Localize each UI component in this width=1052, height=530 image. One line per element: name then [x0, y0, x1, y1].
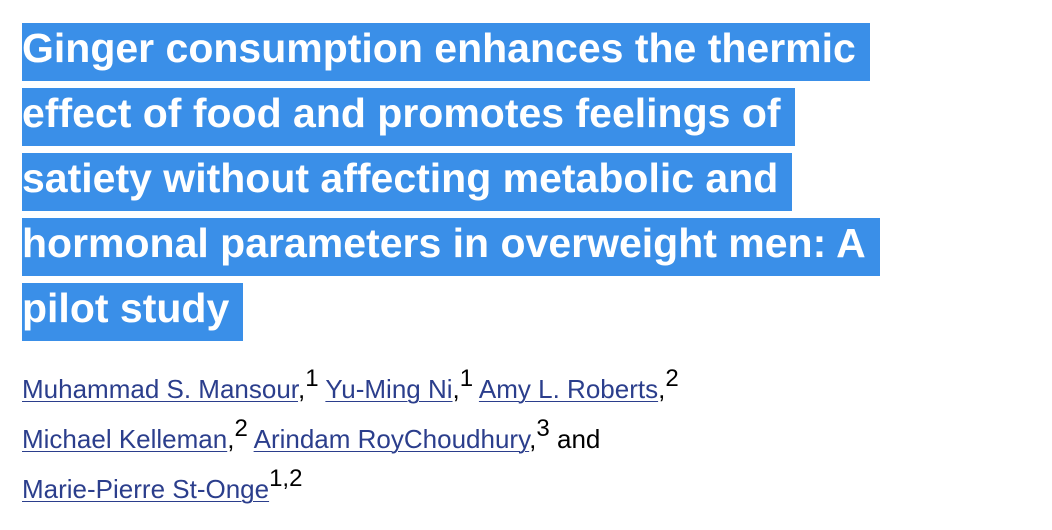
affiliation-number: 2 — [665, 365, 679, 392]
conjunction: and — [556, 424, 601, 454]
article-title: Ginger consumption enhances the thermic e… — [22, 16, 880, 341]
author-line: Michael Kelleman,2 Arindam RoyChoudhury,… — [22, 414, 679, 464]
title-line: Ginger consumption enhances the thermic — [22, 16, 880, 81]
title-text: pilot study — [22, 283, 244, 341]
affiliation-number: 1 — [459, 365, 474, 392]
author-link[interactable]: Muhammad S. Mansour — [22, 374, 299, 404]
author-line: Muhammad S. Mansour,1 Yu-Ming Ni,1 Amy L… — [22, 364, 679, 414]
title-line: hormonal parameters in overweight men: A — [22, 211, 880, 276]
affiliation-number: 1,2 — [269, 465, 303, 492]
title-line: pilot study — [22, 276, 880, 341]
title-line: effect of food and promotes feelings of — [22, 81, 880, 146]
author-link[interactable]: Marie-Pierre St-Onge — [22, 474, 270, 504]
author-link[interactable]: Arindam RoyChoudhury — [253, 424, 530, 454]
author-link[interactable]: Yu-Ming Ni — [325, 374, 453, 404]
separator: , — [227, 424, 235, 454]
author-list: Muhammad S. Mansour,1 Yu-Ming Ni,1 Amy L… — [22, 364, 679, 514]
separator: , — [529, 424, 537, 454]
affiliation-number: 1 — [305, 365, 319, 392]
author-link[interactable]: Michael Kelleman — [22, 424, 228, 454]
title-text: effect of food and promotes feelings of — [22, 88, 795, 146]
author-line: Marie-Pierre St-Onge1,2 — [22, 464, 679, 514]
title-text: hormonal parameters in overweight men: A — [22, 218, 880, 276]
title-line: satiety without affecting metabolic and — [22, 146, 880, 211]
title-text: Ginger consumption enhances the thermic — [22, 23, 870, 81]
author-link[interactable]: Amy L. Roberts — [478, 374, 659, 404]
title-text: satiety without affecting metabolic and — [22, 153, 793, 211]
separator: , — [452, 374, 460, 404]
separator: , — [298, 374, 306, 404]
affiliation-number: 2 — [234, 415, 248, 442]
affiliation-number: 3 — [536, 415, 550, 442]
separator: , — [658, 374, 666, 404]
